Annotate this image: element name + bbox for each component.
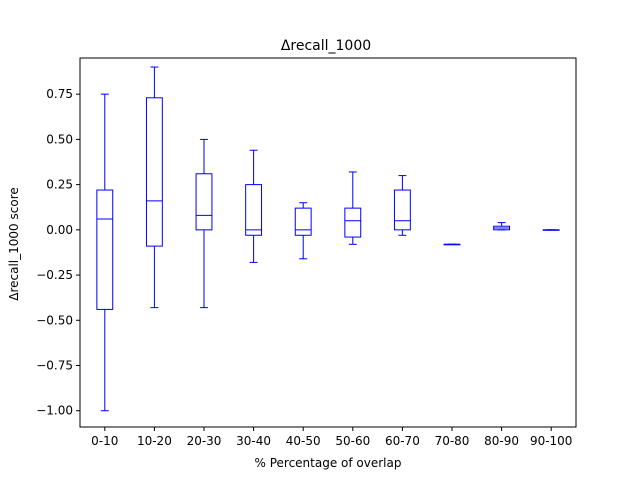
y-tick-label: −0.50 [36,313,73,327]
plot-frame [79,57,577,428]
boxes-layer [96,66,560,412]
x-tick-label: 80-90 [484,434,519,448]
iqr-box [344,207,362,238]
x-tick-label: 60-70 [385,434,420,448]
y-tick-label: −0.75 [36,359,73,373]
box-30-40 [245,149,263,263]
chart-title: Δrecall_1000 [281,38,371,54]
box-60-70 [393,175,411,236]
x-tick-label: 70-80 [435,434,470,448]
y-tick-label: 0.00 [46,223,73,237]
x-axis-label: % Percentage of overlap [255,456,402,470]
iqr-box [393,189,411,231]
y-tick-label: −1.00 [36,404,73,418]
y-tick-label: 0.75 [46,87,73,101]
x-tick-label: 40-50 [286,434,321,448]
x-tick-label: 10-20 [137,434,172,448]
x-tick-label: 50-60 [335,434,370,448]
x-tick-label: 30-40 [236,434,271,448]
box-20-30 [195,138,213,309]
iqr-box [195,173,213,231]
iqr-box [294,207,312,236]
y-axis: −1.00 −0.75 −0.50 −0.25 0.00 0.25 0.50 0.75 [36,87,80,418]
x-tick-label: 20-30 [187,434,222,448]
box-0-10 [96,93,114,412]
y-tick-label: 0.50 [46,132,73,146]
box-80-90 [493,222,511,231]
x-axis: 0-10 10-20 20-30 30-40 40-50 50-60 60-70 70-80 8… [91,427,572,448]
box-10-20 [145,66,163,309]
box-70-80 [443,243,461,246]
iqr-box [145,97,163,247]
y-tick-label: 0.25 [46,178,73,192]
x-tick-label: 0-10 [91,434,118,448]
box-40-50 [294,202,312,260]
box-50-60 [344,171,362,245]
x-tick-label: 90-100 [530,434,573,448]
box-90-100 [542,229,560,231]
iqr-box [245,184,263,236]
y-axis-label: Δrecall_1000 score [7,187,21,300]
iqr-box [96,189,114,310]
y-tick-label: −0.25 [36,268,73,282]
